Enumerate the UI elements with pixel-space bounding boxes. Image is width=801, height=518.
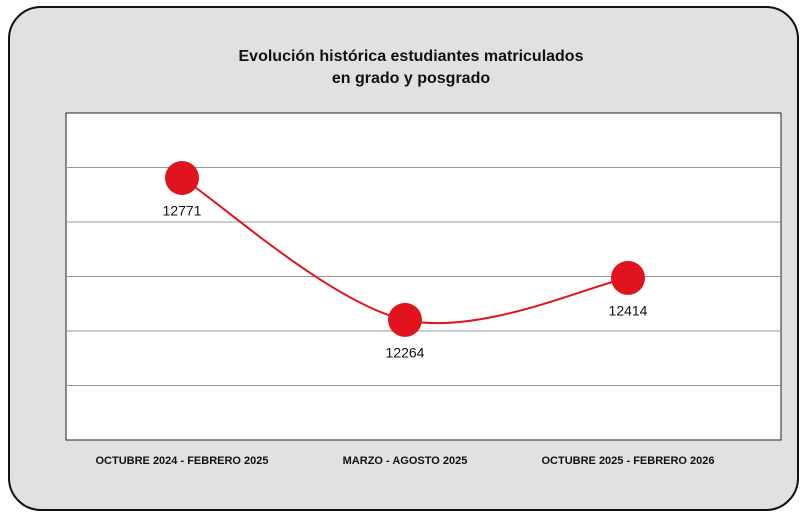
point [165,160,199,195]
data-label: 12264 [386,345,425,361]
chart-title: en grado y posgrado [332,70,490,87]
data-label: 12414 [609,303,648,319]
chart-title: Evolución histórica estudiantes matricul… [239,48,584,65]
data-label: 12771 [163,203,202,219]
x-tick-label: OCTUBRE 2024 - FEBRERO 2025 [96,455,269,467]
x-tick-label: OCTUBRE 2025 - FEBRERO 2026 [542,455,715,467]
point [611,260,645,295]
x-tick-label: MARZO - AGOSTO 2025 [343,455,468,467]
point [388,302,422,337]
